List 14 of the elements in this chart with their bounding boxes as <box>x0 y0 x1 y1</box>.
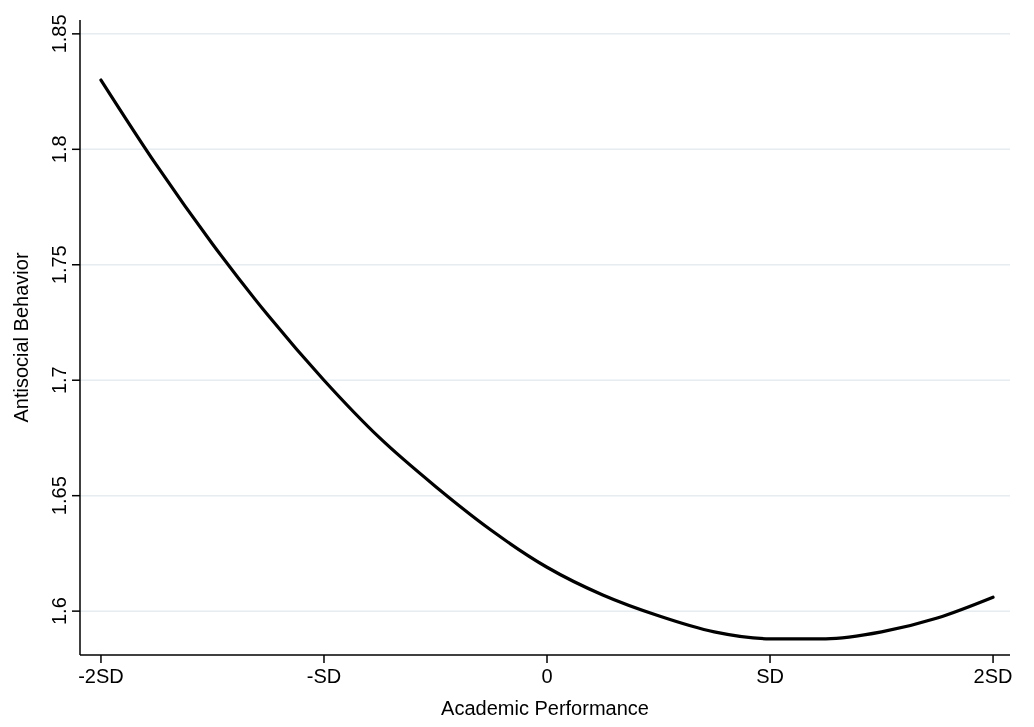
x-tick-label: -SD <box>306 665 342 687</box>
y-tick-label: 1.65 <box>48 476 70 516</box>
x-tick-label: 0 <box>541 665 553 687</box>
line-series <box>99 78 995 641</box>
y-tick-label: 1.85 <box>48 14 70 54</box>
y-axis-title: Antisocial Behavior <box>10 252 32 423</box>
y-tick-label: 1.7 <box>48 366 70 395</box>
y-tick-label: 1.8 <box>48 135 70 164</box>
y-tick-label: 1.75 <box>48 245 70 285</box>
x-tick-label: -2SD <box>78 665 124 687</box>
x-axis-title: Academic Performance <box>441 697 649 719</box>
x-tick-label: 2SD <box>973 665 1013 687</box>
y-tick-label: 1.6 <box>48 597 70 626</box>
x-tick-label: SD <box>756 665 784 687</box>
